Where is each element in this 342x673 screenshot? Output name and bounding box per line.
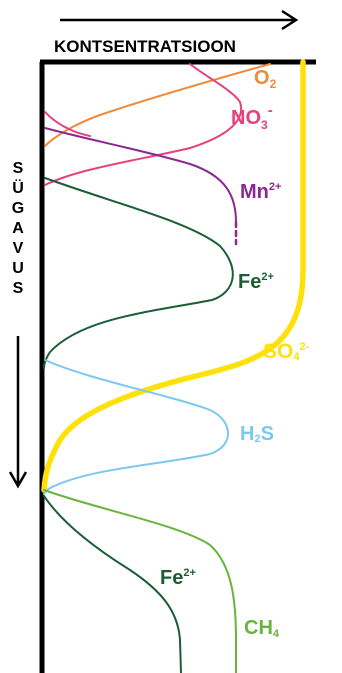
concentration-axis-arrow	[60, 9, 299, 31]
depth-letter: Ü	[12, 178, 24, 197]
depth-letter: A	[12, 220, 24, 237]
no3-curve	[44, 63, 243, 186]
depth-letter: U	[12, 260, 24, 277]
fe-lower-label: Fe2+	[160, 567, 196, 589]
depth-axis-letters: S Ü G A V U S	[12, 160, 24, 297]
mn-curve	[44, 127, 237, 223]
h2s-label: H2S	[240, 423, 274, 445]
ch4-label: CH4	[244, 617, 280, 640]
o2-curve	[44, 63, 271, 147]
depth-letter: V	[13, 240, 24, 257]
no3-label: NO3-	[231, 102, 273, 132]
mn-label: Mn2+	[240, 181, 281, 203]
fe-upper-label: Fe2+	[238, 271, 274, 293]
so4-label: SO42-	[263, 340, 310, 363]
plot-frame	[39, 59, 316, 673]
concentration-axis-label: KONTSENTRATSIOON	[54, 37, 236, 56]
depth-letter: S	[13, 280, 24, 297]
o2-label: O2	[254, 67, 277, 91]
fe-lower-curve	[43, 495, 182, 673]
depth-letter: S	[13, 160, 24, 177]
fe-upper-curve	[43, 177, 234, 369]
depth-letter: G	[12, 200, 24, 217]
no3-curve-tail	[44, 111, 91, 137]
ch4-curve	[43, 489, 237, 673]
h2s-curve	[43, 359, 229, 495]
so4-curve	[41, 59, 306, 493]
depth-axis-arrow	[8, 336, 28, 489]
